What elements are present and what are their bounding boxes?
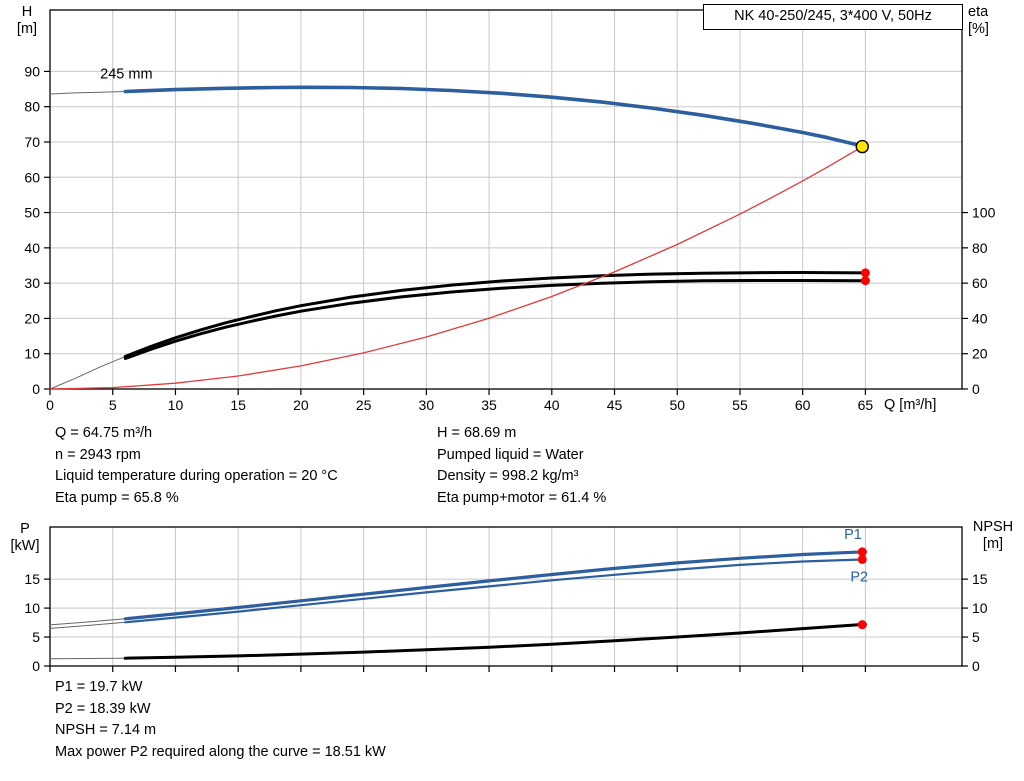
p2-lead	[49, 621, 126, 629]
info-line-eta-pump-motor: Eta pump+motor = 61.4 %	[437, 489, 607, 506]
svg-text:40: 40	[544, 397, 560, 413]
gridlines	[50, 527, 962, 666]
eta-axis-label: eta [%]	[968, 4, 1014, 38]
tick-marks	[44, 70, 968, 395]
svg-text:15: 15	[972, 571, 988, 587]
svg-text:55: 55	[732, 397, 748, 413]
pump-title-box: NK 40-250/245, 3*400 V, 50Hz	[703, 4, 963, 30]
power-npsh-chart: 0 5 10 15 0 5 10 15 P1 P2	[24, 526, 988, 674]
svg-text:90: 90	[24, 63, 40, 79]
svg-text:40: 40	[972, 310, 988, 326]
pump-curve-lead	[49, 91, 126, 95]
info-line-speed: n = 2943 rpm	[55, 446, 141, 463]
svg-text:0: 0	[32, 658, 40, 674]
eta-pump-curve	[123, 271, 867, 358]
gridlines	[50, 10, 962, 389]
p1-lead	[49, 618, 126, 626]
info-line-p1: P1 = 19.7 kW	[55, 679, 143, 695]
svg-text:15: 15	[24, 571, 40, 587]
svg-text:45: 45	[607, 397, 623, 413]
power-info-column: P1 = 19.7 kW P2 = 18.39 kW NPSH = 7.14 m…	[55, 677, 386, 763]
svg-text:60: 60	[972, 275, 988, 291]
svg-text:5: 5	[32, 629, 40, 645]
eta-axis-symbol: eta	[968, 4, 989, 20]
eta-axis-unit: [%]	[968, 21, 989, 37]
tick-marks	[44, 578, 968, 672]
svg-text:80: 80	[972, 240, 988, 256]
p-axis-unit: [kW]	[10, 538, 40, 554]
npsh-axis-unit: [m]	[982, 536, 1004, 552]
svg-text:30: 30	[24, 275, 40, 291]
svg-text:15: 15	[230, 397, 246, 413]
eta-pump-motor-curve	[123, 279, 867, 360]
svg-text:65: 65	[858, 397, 874, 413]
svg-text:10: 10	[24, 600, 40, 616]
info-line-density: Density = 998.2 kg/m³	[437, 468, 579, 484]
npsh-lead	[49, 657, 126, 660]
head-efficiency-chart: 0 10 20 30 40 50 60 70 80 90 0 20 40 60 80 100 0 5 10 15 20 2…	[24, 9, 996, 413]
npsh-curve	[123, 622, 867, 660]
info-line-flow: Q = 64.75 m³/h	[55, 425, 153, 441]
duty-info-left-column: Q = 64.75 m³/h n = 2943 rpm Liquid tempe…	[55, 423, 338, 509]
svg-text:20: 20	[24, 310, 40, 326]
svg-text:10: 10	[24, 346, 40, 362]
svg-text:30: 30	[419, 397, 435, 413]
svg-text:100: 100	[972, 205, 996, 221]
svg-text:20: 20	[972, 346, 988, 362]
eta-pump-endpoint	[860, 268, 870, 278]
svg-text:10: 10	[168, 397, 184, 413]
npsh-axis-label: NPSH [m]	[964, 519, 1022, 553]
p1-curve	[123, 550, 868, 621]
svg-text:35: 35	[481, 397, 497, 413]
svg-text:5: 5	[109, 397, 117, 413]
h-axis-label: H [m]	[6, 4, 48, 38]
h-axis-unit: [m]	[16, 21, 38, 37]
p1-label: P1	[844, 527, 862, 543]
pump-curve-245mm	[123, 85, 868, 149]
q-axis-label: Q [m³/h]	[884, 397, 937, 413]
info-line-pumped-liquid: Pumped liquid = Water	[437, 446, 584, 463]
system-curve	[49, 145, 863, 390]
impeller-diameter-label: 245 mm	[100, 66, 152, 82]
eta-motor-endpoint	[860, 276, 870, 286]
p1-endpoint	[857, 547, 867, 557]
svg-text:0: 0	[32, 381, 40, 397]
svg-text:0: 0	[46, 397, 54, 413]
svg-text:0: 0	[972, 381, 980, 397]
svg-text:5: 5	[972, 629, 980, 645]
info-line-p2: P2 = 18.39 kW	[55, 700, 151, 717]
info-line-npsh: NPSH = 7.14 m	[55, 722, 157, 738]
h-axis-symbol: H	[21, 4, 33, 20]
p2-label: P2	[850, 569, 868, 585]
tick-labels: 0 10 20 30 40 50 60 70 80 90 0 20 40 60 80 100 0 5 10 15 20 2…	[24, 63, 995, 413]
svg-text:50: 50	[24, 205, 40, 221]
info-line-liquid-temp: Liquid temperature during operation = 20…	[55, 468, 338, 484]
info-line-eta-pump: Eta pump = 65.8 %	[55, 489, 179, 506]
plot-border	[49, 526, 963, 667]
plot-border	[49, 9, 963, 390]
svg-text:25: 25	[356, 397, 372, 413]
tick-labels: 0 5 10 15 0 5 10 15	[24, 571, 987, 674]
svg-text:20: 20	[293, 397, 309, 413]
svg-text:10: 10	[972, 600, 988, 616]
svg-text:50: 50	[669, 397, 685, 413]
svg-text:60: 60	[795, 397, 811, 413]
duty-info-right-column: H = 68.69 m Pumped liquid = Water Densit…	[437, 423, 606, 509]
npsh-axis-symbol: NPSH	[972, 519, 1014, 535]
info-line-max-power: Max power P2 required along the curve = …	[55, 743, 386, 760]
p2-curve	[124, 558, 867, 624]
svg-text:40: 40	[24, 240, 40, 256]
p2-endpoint	[857, 554, 867, 564]
svg-text:70: 70	[24, 134, 40, 150]
svg-text:0: 0	[972, 658, 980, 674]
svg-text:80: 80	[24, 99, 40, 115]
p-axis-label: P [kW]	[2, 521, 48, 555]
eta-pump-lead	[49, 355, 126, 390]
p-axis-symbol: P	[20, 521, 30, 537]
info-line-head: H = 68.69 m	[437, 425, 517, 441]
duty-point	[855, 139, 869, 154]
svg-text:60: 60	[24, 169, 40, 185]
npsh-endpoint	[857, 620, 867, 630]
